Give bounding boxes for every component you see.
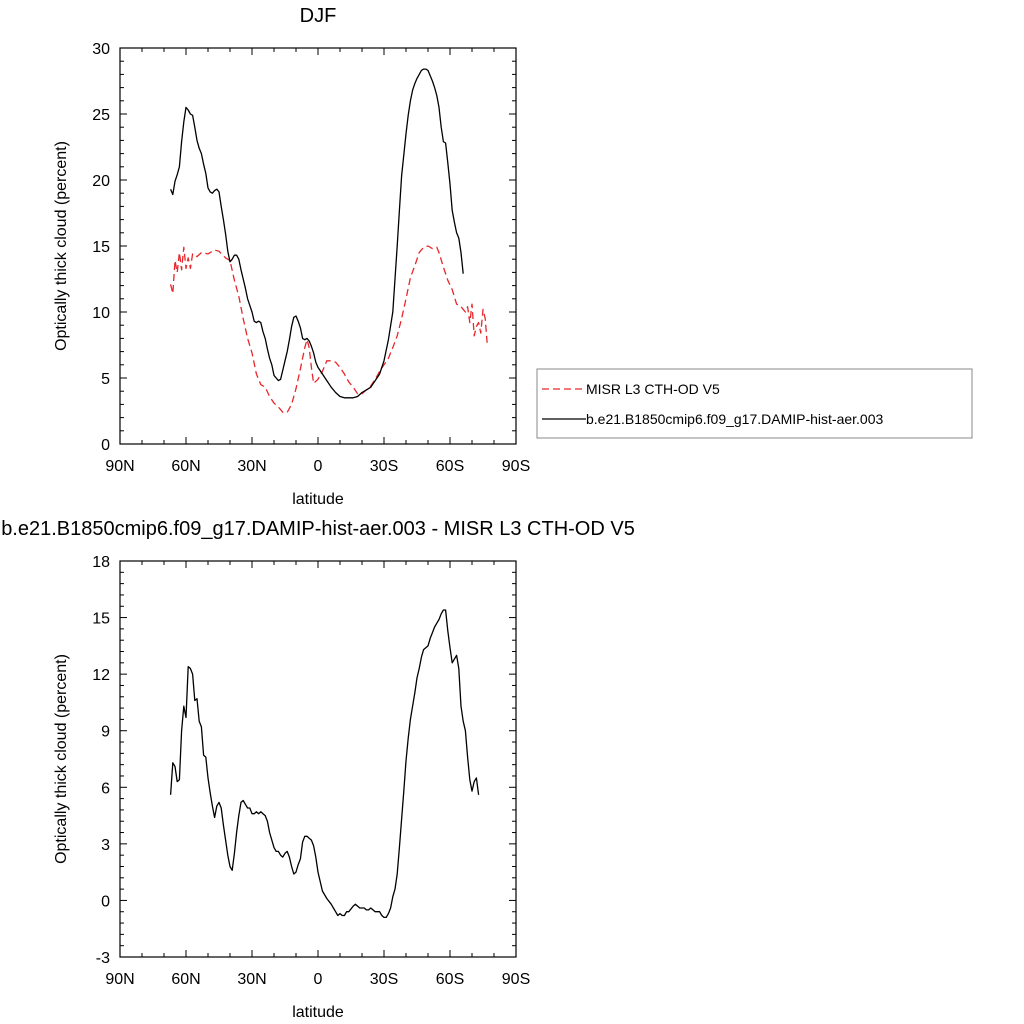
y-tick-label: 0 <box>101 437 110 454</box>
y-tick-label: -3 <box>96 950 110 967</box>
x-tick-label: 60N <box>171 971 200 988</box>
x-tick-label: 60S <box>436 458 464 475</box>
x-tick-label: 90S <box>502 458 530 475</box>
bottom-panel: b.e21.B1850cmip6.f09_g17.DAMIP-hist-aer.… <box>1 518 635 1021</box>
top-x-axis: 90N 60N 30N 0 30S 60S 90S <box>105 48 530 475</box>
y-tick-label: 10 <box>92 305 110 322</box>
top-y-axis-label: Optically thick cloud (percent) <box>53 141 70 351</box>
x-tick-label: 30N <box>237 971 266 988</box>
y-tick-label: 5 <box>101 371 110 388</box>
top-panel: DJF 0 5 10 15 20 25 30 90N 60N 30N 0 30S 60S 90S lat… <box>53 5 530 508</box>
legend-label-misr: MISR L3 CTH-OD V5 <box>586 381 720 397</box>
top-x-axis-label: latitude <box>292 491 344 508</box>
y-tick-label: 3 <box>101 837 110 854</box>
x-tick-label: 30S <box>370 971 398 988</box>
x-tick-label: 90S <box>502 971 530 988</box>
bottom-plot-frame <box>119 560 517 958</box>
series-line-0-1 <box>169 68 464 399</box>
y-tick-label: 15 <box>92 239 110 256</box>
top-series-group <box>169 68 489 413</box>
top-plot-frame <box>119 47 517 445</box>
x-tick-label: 60N <box>171 458 200 475</box>
bottom-y-axis: -3 0 3 6 9 12 15 18 <box>92 554 516 967</box>
bottom-x-axis: 90N 60N 30N 0 30S 60S 90S <box>105 561 530 988</box>
bottom-chart-title: b.e21.B1850cmip6.f09_g17.DAMIP-hist-aer.… <box>1 518 635 540</box>
x-tick-label: 0 <box>314 458 323 475</box>
y-tick-label: 15 <box>92 611 110 628</box>
x-tick-label: 30S <box>370 458 398 475</box>
x-tick-label: 60S <box>436 971 464 988</box>
x-tick-label: 0 <box>314 971 323 988</box>
y-tick-label: 9 <box>101 724 110 741</box>
series-line-0-0 <box>169 245 489 413</box>
legend-box <box>536 368 973 439</box>
y-tick-label: 25 <box>92 107 110 124</box>
bottom-series-group <box>169 609 480 919</box>
x-tick-label: 30N <box>237 458 266 475</box>
x-tick-label: 90N <box>105 458 134 475</box>
bottom-y-axis-label: Optically thick cloud (percent) <box>53 654 70 864</box>
series-line-1-0 <box>169 609 480 919</box>
top-chart-title: DJF <box>300 5 337 27</box>
y-tick-label: 6 <box>101 780 110 797</box>
top-y-axis: 0 5 10 15 20 25 30 <box>92 41 516 454</box>
y-tick-label: 20 <box>92 173 110 190</box>
legend: MISR L3 CTH-OD V5 b.e21.B1850cmip6.f09_g… <box>536 368 973 439</box>
y-tick-label: 0 <box>101 893 110 910</box>
legend-label-model: b.e21.B1850cmip6.f09_g17.DAMIP-hist-aer.… <box>586 411 884 427</box>
y-tick-label: 18 <box>92 554 110 571</box>
bottom-x-axis-label: latitude <box>292 1004 344 1021</box>
y-tick-label: 30 <box>92 41 110 58</box>
y-tick-label: 12 <box>92 667 110 684</box>
x-tick-label: 90N <box>105 971 134 988</box>
